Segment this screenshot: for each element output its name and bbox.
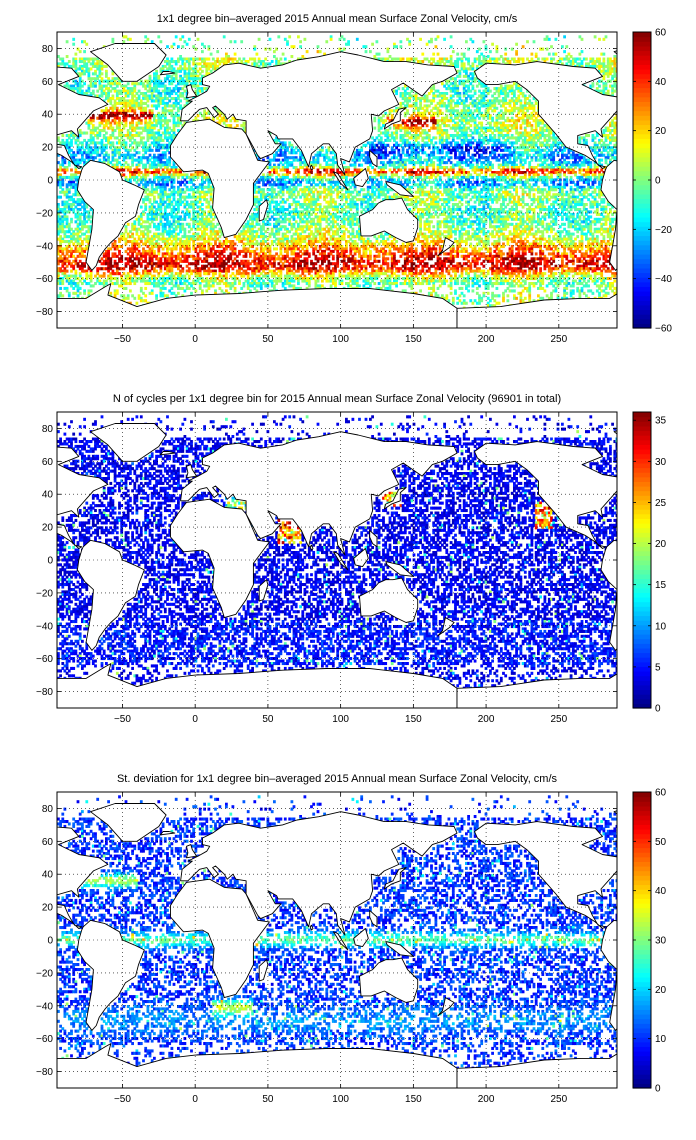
x-tick-label: −50 xyxy=(114,334,131,345)
colorbar-tick-label: 30 xyxy=(655,457,667,468)
y-tick-label: 60 xyxy=(42,457,54,468)
colorbar-tick-label: 50 xyxy=(655,837,667,848)
x-tick-label: 200 xyxy=(478,714,495,725)
x-tick-label: 250 xyxy=(550,334,567,345)
x-tick-label: 0 xyxy=(192,1094,198,1105)
y-tick-label: 0 xyxy=(47,176,53,187)
y-tick-label: −20 xyxy=(36,208,53,219)
chart-svg: 1x1 degree bin–averaged 2015 Annual mean… xyxy=(36,13,672,345)
y-tick-label: −60 xyxy=(36,274,53,285)
colorbar-tick-label: −60 xyxy=(655,324,672,335)
grid-lines xyxy=(57,792,617,1088)
y-tick-label: 80 xyxy=(42,804,54,815)
data-cells xyxy=(57,795,617,1070)
colorbar-tick-label: 0 xyxy=(655,176,661,187)
x-tick-label: −50 xyxy=(114,714,131,725)
x-tick-label: 150 xyxy=(405,334,422,345)
grid-lines xyxy=(57,32,617,328)
colorbar: 35 30 25 20 15 10 5 0 xyxy=(632,411,667,715)
colorbar-tick-label: 60 xyxy=(655,28,667,39)
y-tick-label: −60 xyxy=(36,1034,53,1045)
x-tick-label: 250 xyxy=(550,1094,567,1105)
panel-cycle-count: N of cycles per 1x1 degree bin for 2015 … xyxy=(0,380,696,740)
x-tick-label: −50 xyxy=(114,1094,131,1105)
y-tick-label: 0 xyxy=(47,556,53,567)
panel-zonal-velocity: 1x1 degree bin–averaged 2015 Annual mean… xyxy=(0,0,696,360)
chart-svg: N of cycles per 1x1 degree bin for 2015 … xyxy=(36,393,667,725)
colorbar-tick-label: 40 xyxy=(655,77,667,88)
colorbar-tick-label: 10 xyxy=(655,621,667,632)
colorbar-tick-label: 20 xyxy=(655,539,667,550)
y-tick-label: 40 xyxy=(42,490,54,501)
colorbar-tick-label: 60 xyxy=(655,788,667,799)
colorbar-tick-label: 30 xyxy=(655,936,667,947)
colorbar-tick-label: 15 xyxy=(655,580,667,591)
y-tick-label: 80 xyxy=(42,44,54,55)
y-tick-label: 60 xyxy=(42,837,54,848)
x-tick-label: 0 xyxy=(192,714,198,725)
x-tick-label: 100 xyxy=(332,334,349,345)
y-tick-label: 20 xyxy=(42,143,54,154)
y-tick-label: 0 xyxy=(47,936,53,947)
colorbar-tick-label: 5 xyxy=(655,662,661,673)
y-tick-label: −80 xyxy=(36,1067,53,1078)
y-tick-label: 40 xyxy=(42,870,54,881)
y-tick-label: −40 xyxy=(36,1001,53,1012)
x-tick-label: 250 xyxy=(550,714,567,725)
grid-lines xyxy=(57,412,617,708)
y-tick-label: 80 xyxy=(42,424,54,435)
x-tick-label: 200 xyxy=(478,1094,495,1105)
colorbar-tick-label: 35 xyxy=(655,416,667,427)
colorbar-tick-label: 0 xyxy=(655,704,661,715)
data-cells xyxy=(57,415,617,690)
y-tick-label: −80 xyxy=(36,307,53,318)
x-tick-label: 0 xyxy=(192,334,198,345)
colorbar-tick-label: −40 xyxy=(655,274,672,285)
chart-svg: St. deviation for 1x1 degree bin–average… xyxy=(36,773,667,1105)
x-tick-label: 100 xyxy=(332,714,349,725)
x-tick-label: 50 xyxy=(262,334,274,345)
y-tick-label: −60 xyxy=(36,654,53,665)
x-tick-label: 150 xyxy=(405,1094,422,1105)
y-tick-label: −40 xyxy=(36,621,53,632)
x-tick-label: 200 xyxy=(478,334,495,345)
colorbar: 60 40 20 0 −20 −40 −60 xyxy=(632,28,672,335)
y-tick-label: 20 xyxy=(42,523,54,534)
y-tick-label: 40 xyxy=(42,110,54,121)
coastlines xyxy=(57,423,617,708)
colorbar-tick-label: 10 xyxy=(655,1034,667,1045)
chart-title: N of cycles per 1x1 degree bin for 2015 … xyxy=(113,393,561,405)
chart-title: St. deviation for 1x1 degree bin–average… xyxy=(117,773,558,785)
x-tick-label: 100 xyxy=(332,1094,349,1105)
colorbar-tick-label: 20 xyxy=(655,985,667,996)
colorbar-tick-label: 0 xyxy=(655,1084,661,1095)
colorbar-tick-label: −20 xyxy=(655,225,672,236)
colorbar-tick-label: 25 xyxy=(655,498,667,509)
x-tick-label: 50 xyxy=(262,714,274,725)
x-tick-label: 150 xyxy=(405,714,422,725)
y-tick-label: −80 xyxy=(36,687,53,698)
coastlines xyxy=(57,803,617,1088)
panel-std-deviation: St. deviation for 1x1 degree bin–average… xyxy=(0,760,696,1120)
y-tick-label: −20 xyxy=(36,588,53,599)
y-tick-label: −40 xyxy=(36,241,53,252)
colorbar-tick-label: 20 xyxy=(655,126,667,137)
x-tick-label: 50 xyxy=(262,1094,274,1105)
y-tick-label: 20 xyxy=(42,903,54,914)
y-tick-label: −20 xyxy=(36,968,53,979)
chart-title: 1x1 degree bin–averaged 2015 Annual mean… xyxy=(157,13,518,25)
colorbar: 60 50 40 30 20 10 0 xyxy=(632,788,667,1095)
colorbar-tick-label: 40 xyxy=(655,886,667,897)
y-tick-label: 60 xyxy=(42,77,54,88)
